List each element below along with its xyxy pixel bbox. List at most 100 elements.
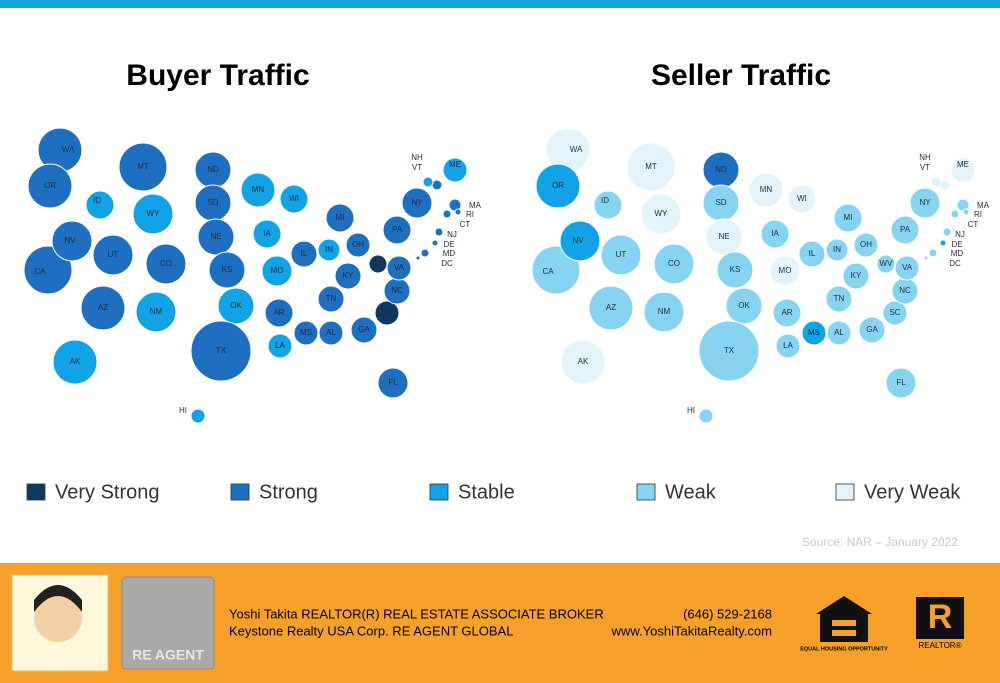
state-region bbox=[559, 220, 601, 262]
eho-icon-bar bbox=[832, 620, 856, 626]
state-region bbox=[643, 291, 685, 333]
state-region bbox=[261, 255, 293, 287]
state-label: DE bbox=[443, 240, 454, 249]
state-region bbox=[431, 239, 439, 247]
state-region bbox=[716, 251, 754, 289]
state-label: AL bbox=[834, 328, 844, 337]
state-region bbox=[698, 408, 714, 424]
state-label: IA bbox=[771, 229, 779, 238]
state-label: KY bbox=[343, 271, 354, 280]
eho-text: EQUAL HOUSING OPPORTUNITY bbox=[800, 646, 888, 652]
state-label: CT bbox=[460, 220, 471, 229]
state-region bbox=[318, 320, 344, 346]
state-label: NJ bbox=[955, 230, 965, 239]
state-region bbox=[560, 339, 606, 385]
state-label: CT bbox=[968, 220, 979, 229]
legend-swatch bbox=[429, 483, 449, 501]
state-region bbox=[377, 367, 409, 399]
state-label: CA bbox=[542, 267, 554, 276]
state-label: HI bbox=[179, 406, 187, 415]
state-label: WA bbox=[62, 145, 75, 154]
state-label: GA bbox=[866, 325, 878, 334]
state-region bbox=[190, 320, 252, 382]
state-region bbox=[317, 285, 345, 313]
state-region bbox=[27, 163, 73, 209]
state-label: GA bbox=[358, 325, 370, 334]
company: Keystone Realty USA Corp. RE AGENT GLOBA… bbox=[229, 623, 513, 638]
state-region bbox=[950, 157, 976, 183]
state-label: DC bbox=[949, 259, 961, 268]
state-label: ME bbox=[449, 160, 461, 169]
state-region bbox=[317, 238, 341, 262]
state-region bbox=[858, 316, 886, 344]
state-region bbox=[698, 320, 760, 382]
state-region bbox=[787, 184, 817, 214]
state-label: WY bbox=[147, 209, 161, 218]
legend-label: Stable bbox=[458, 481, 515, 503]
state-label: WA bbox=[570, 145, 583, 154]
legend-swatch bbox=[26, 483, 46, 501]
map-title: Buyer Traffic bbox=[126, 59, 309, 92]
state-region bbox=[132, 193, 174, 235]
state-label: IL bbox=[301, 249, 308, 258]
state-region bbox=[939, 179, 951, 191]
state-label: MN bbox=[760, 185, 773, 194]
state-label: SC bbox=[381, 308, 392, 317]
state-label: AK bbox=[70, 357, 81, 366]
state-region bbox=[748, 172, 784, 208]
state-region bbox=[374, 300, 400, 326]
state-label: IN bbox=[833, 245, 841, 254]
state-label: DC bbox=[441, 259, 453, 268]
state-label: AR bbox=[781, 308, 792, 317]
state-region bbox=[826, 320, 852, 346]
state-region bbox=[267, 333, 293, 359]
state-label: PA bbox=[392, 225, 403, 234]
state-label: LA bbox=[783, 341, 793, 350]
state-label: NC bbox=[899, 286, 911, 295]
state-label: NY bbox=[919, 198, 931, 207]
source: Source: NAR – January 2022 bbox=[802, 535, 958, 549]
state-region bbox=[92, 234, 134, 276]
state-region bbox=[923, 255, 929, 261]
state-label: KY bbox=[851, 271, 862, 280]
state-label: WI bbox=[289, 194, 299, 203]
state-region bbox=[420, 248, 430, 258]
map-title: Seller Traffic bbox=[651, 59, 831, 92]
state-region bbox=[772, 298, 802, 328]
state-label: FL bbox=[896, 378, 906, 387]
state-label: ID bbox=[93, 196, 101, 205]
state-region bbox=[422, 176, 434, 188]
state-region bbox=[928, 248, 938, 258]
state-region bbox=[890, 215, 920, 245]
state-region bbox=[80, 285, 126, 331]
state-region bbox=[197, 218, 235, 256]
state-label: CO bbox=[668, 259, 680, 268]
state-region bbox=[531, 245, 581, 295]
state-label: TX bbox=[216, 346, 227, 355]
agent-hair bbox=[34, 585, 82, 612]
state-region bbox=[52, 339, 98, 385]
agent-face bbox=[34, 594, 82, 642]
state-region bbox=[760, 219, 790, 249]
state-region bbox=[454, 208, 462, 216]
state-region bbox=[334, 262, 362, 290]
state-label: IL bbox=[809, 249, 816, 258]
state-label: OH bbox=[352, 240, 364, 249]
state-label: MO bbox=[271, 266, 284, 275]
legend-swatch bbox=[835, 483, 855, 501]
state-label: MT bbox=[137, 162, 149, 171]
agent-name: Yoshi Takita REALTOR(R) REAL ESTATE ASSO… bbox=[229, 606, 604, 621]
state-label: MO bbox=[779, 266, 792, 275]
state-region bbox=[930, 176, 942, 188]
state-label: OK bbox=[230, 301, 242, 310]
state-label: SD bbox=[715, 198, 726, 207]
state-label: OK bbox=[738, 301, 750, 310]
state-region bbox=[882, 300, 908, 326]
state-label: ME bbox=[957, 160, 969, 169]
re-agent-logo bbox=[121, 576, 215, 670]
state-label: NE bbox=[718, 232, 729, 241]
state-label: AZ bbox=[98, 303, 108, 312]
state-region bbox=[442, 157, 468, 183]
state-label: MD bbox=[443, 249, 456, 258]
